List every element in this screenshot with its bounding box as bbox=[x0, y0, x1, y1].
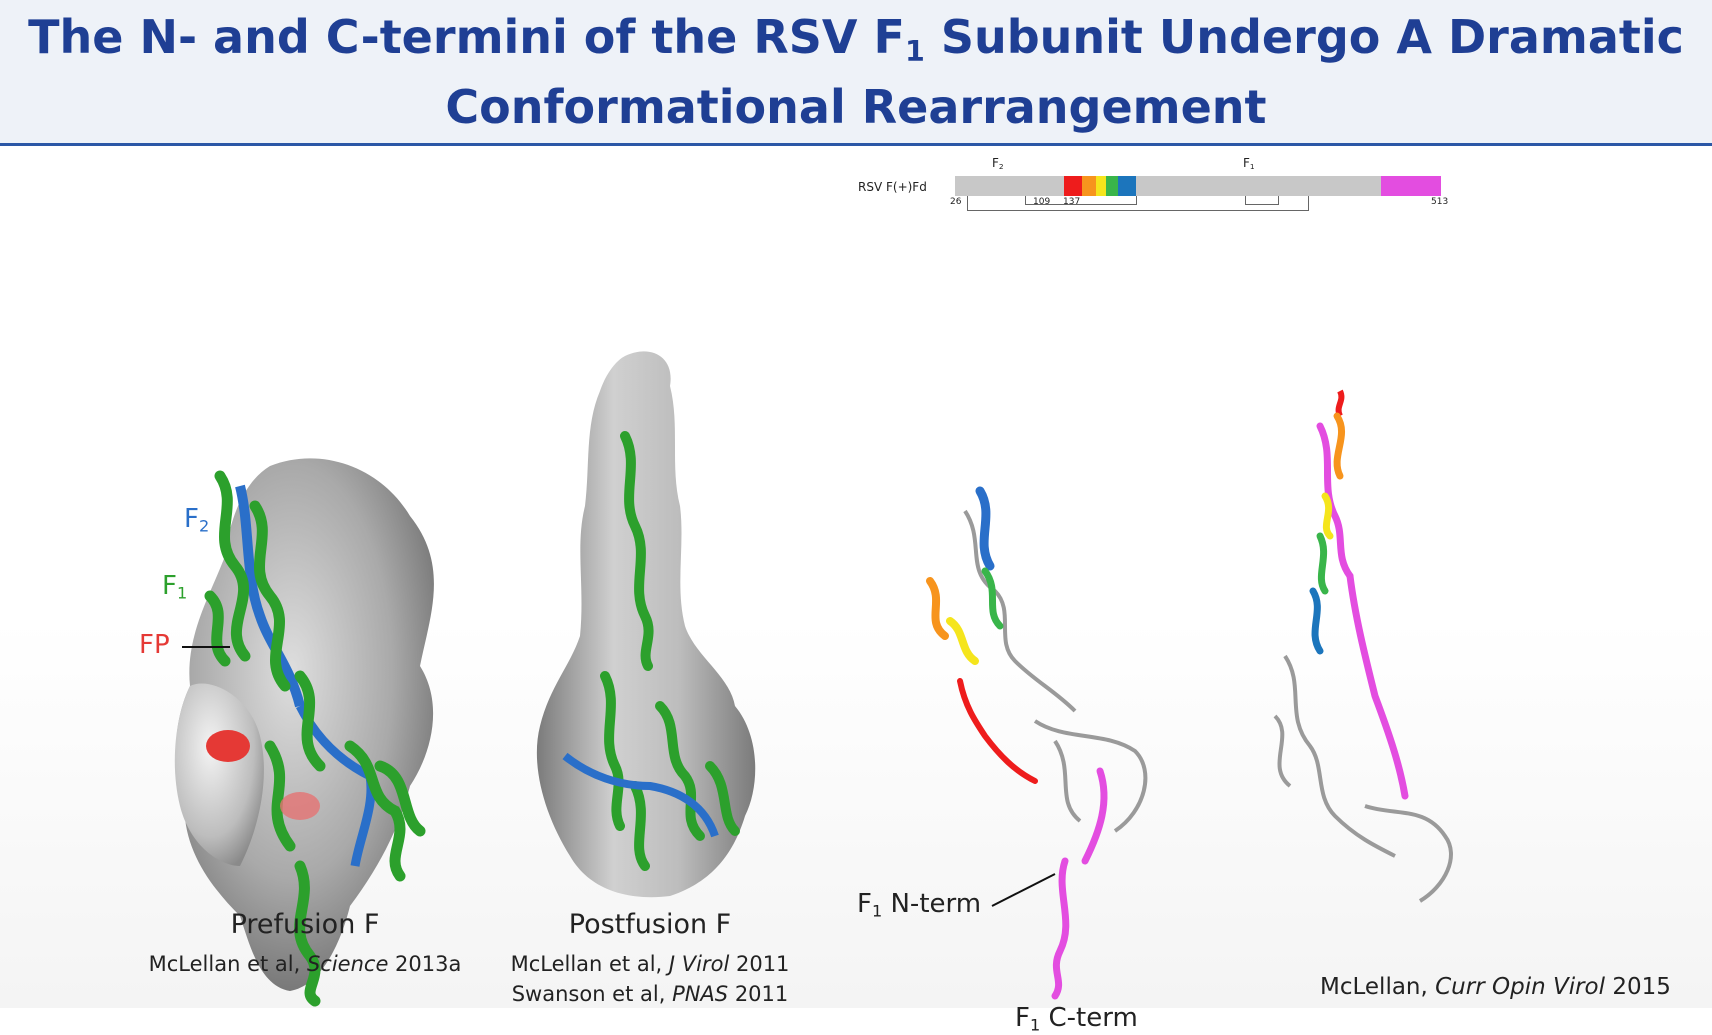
map-f2-subscript: 2 bbox=[998, 162, 1004, 172]
postfusion-ref2-journal: PNAS bbox=[672, 982, 729, 1006]
postfusion-reference-2: Swanson et al, PNAS 2011 bbox=[455, 982, 845, 1006]
pos-109: 109 bbox=[1033, 197, 1051, 207]
postfusion-ref1-authors: McLellan et al, bbox=[510, 952, 669, 976]
title-line-1-b: Subunit Undergo A Dramatic bbox=[924, 10, 1684, 64]
postfusion-caption: Postfusion F bbox=[568, 909, 732, 940]
f2-segment bbox=[955, 176, 1095, 196]
disulfide-bracket bbox=[967, 196, 1309, 211]
postfusion-reference-1: McLellan et al, J Virol 2011 bbox=[455, 952, 845, 976]
postfusion-monomer-illustration bbox=[1273, 389, 1453, 903]
n-term-label: F1 N-term bbox=[857, 889, 981, 919]
postfusion-structure-illustration bbox=[536, 351, 756, 898]
fp-pointer-line bbox=[182, 646, 230, 648]
slide-header: The N- and C-termini of the RSV F1 Subun… bbox=[0, 0, 1712, 146]
prefusion-fp-label: FP bbox=[139, 630, 170, 660]
postfusion-ref1-journal: J Virol bbox=[668, 952, 730, 976]
f1-segment bbox=[1136, 176, 1381, 196]
inner-bracket-2 bbox=[1245, 196, 1279, 205]
title-subscript: 1 bbox=[904, 34, 925, 68]
postfusion-ref2-year: 2011 bbox=[728, 982, 789, 1006]
slide-content: F2 F1 FP Prefusion F McLellan et al, Sci… bbox=[0, 146, 1712, 1033]
prefusion-reference: McLellan et al, Science 2013a bbox=[120, 952, 490, 976]
pos-start: 26 bbox=[950, 197, 962, 207]
footer-ref-authors: McLellan, bbox=[1320, 974, 1436, 1000]
rainbow-segment-green bbox=[1106, 176, 1118, 196]
prefusion-f2-label: F2 bbox=[184, 504, 209, 534]
postfusion-ref2-authors: Swanson et al, bbox=[511, 982, 673, 1006]
footer-ref-journal: Curr Opin Virol bbox=[1435, 974, 1606, 1000]
rainbow-segment-red bbox=[1064, 176, 1082, 196]
pos-137: 137 bbox=[1063, 197, 1081, 207]
prefusion-structure-illustration bbox=[174, 458, 434, 1007]
pos-end: 513 bbox=[1431, 197, 1449, 207]
domain-map-f2-heading: F2 bbox=[992, 156, 1004, 170]
n-term-letter: F bbox=[857, 889, 872, 919]
rainbow-segment-blue bbox=[1118, 176, 1136, 196]
rainbow-segment-orange bbox=[1082, 176, 1096, 196]
inner-bracket-1 bbox=[1025, 196, 1137, 205]
title-line-1: The N- and C-termini of the RSV F1 Subun… bbox=[0, 2, 1712, 72]
construct-label: RSV F(+)Fd bbox=[858, 180, 927, 194]
prefusion-ref-authors: McLellan et al, bbox=[148, 952, 307, 976]
map-f2-letter: F bbox=[992, 156, 999, 170]
f1-subscript: 1 bbox=[176, 583, 188, 603]
prefusion-ref-journal: Science bbox=[306, 952, 389, 976]
footer-ref-year: 2015 bbox=[1605, 974, 1671, 1000]
c-term-segment bbox=[1381, 176, 1441, 196]
f2-letter: F bbox=[184, 504, 199, 534]
f2-subscript: 2 bbox=[198, 516, 210, 536]
prefusion-ref-year: 2013a bbox=[388, 952, 462, 976]
n-term-text: N-term bbox=[882, 889, 982, 919]
title-line-2: Conformational Rearrangement bbox=[445, 80, 1267, 134]
c-term-subscript: 1 bbox=[1029, 1015, 1041, 1035]
footer-reference: McLellan, Curr Opin Virol 2015 bbox=[1320, 974, 1671, 1000]
rainbow-segment-yellow bbox=[1096, 176, 1106, 196]
slide-title: The N- and C-termini of the RSV F1 Subun… bbox=[0, 2, 1712, 142]
f1-letter: F bbox=[162, 571, 177, 601]
prefusion-f1-label: F1 bbox=[162, 571, 187, 601]
title-line-1-a: The N- and C-termini of the RSV F bbox=[28, 10, 905, 64]
map-f1-letter: F bbox=[1243, 156, 1250, 170]
domain-map: F2 F1 RSV F(+)Fd 26 109 137 513 bbox=[855, 156, 1455, 216]
domain-map-f1-heading: F1 bbox=[1243, 156, 1255, 170]
postfusion-ref1-year: 2011 bbox=[729, 952, 790, 976]
map-f1-subscript: 1 bbox=[1249, 162, 1255, 172]
prefusion-monomer-illustration bbox=[926, 486, 1148, 1000]
n-term-subscript: 1 bbox=[871, 901, 883, 921]
n-term-pointer-line bbox=[991, 873, 1056, 907]
prefusion-caption: Prefusion F bbox=[230, 909, 380, 940]
